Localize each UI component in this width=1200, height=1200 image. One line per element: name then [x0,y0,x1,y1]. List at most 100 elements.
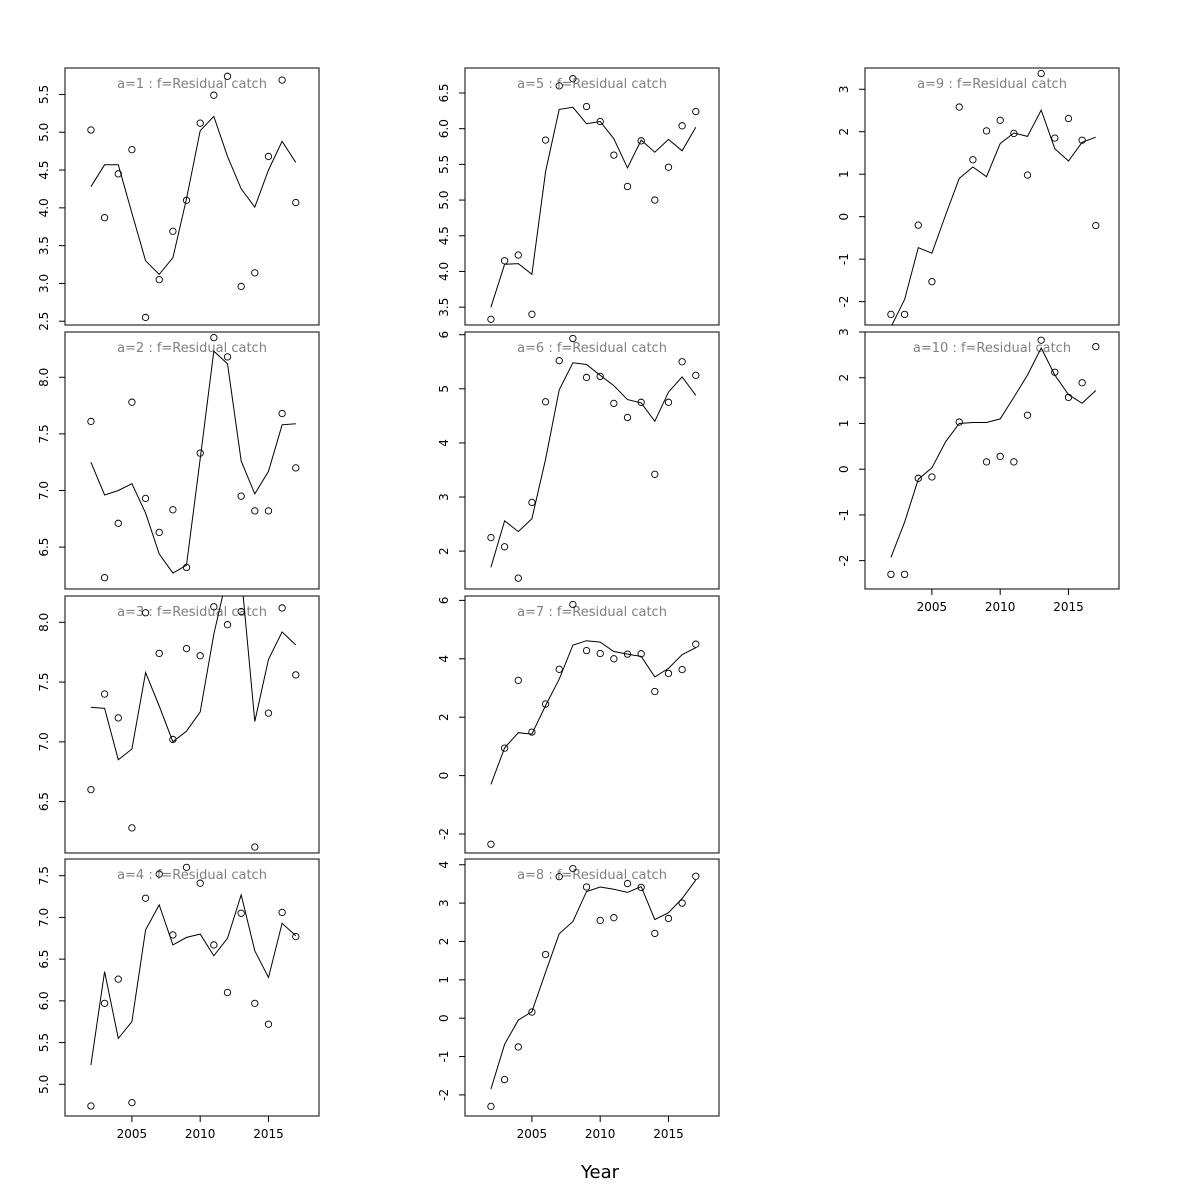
x-tick-label: 2005 [117,1127,148,1141]
y-tick-label: 7.5 [37,424,51,443]
data-point [1010,458,1018,466]
y-tick-label: 2 [437,547,451,555]
y-tick-label: 7.0 [37,732,51,751]
data-point [1037,69,1045,78]
data-point [155,870,163,878]
data-point [223,621,232,629]
y-tick-label: 4.0 [37,198,51,217]
data-point [651,196,659,204]
data-point [692,640,700,648]
y-tick-label: 5 [437,385,451,393]
data-point [487,315,495,323]
fitted-line [490,879,697,1090]
y-tick-label: -2 [837,296,851,308]
data-point [528,728,536,736]
panel-frame [64,67,320,326]
data-point [128,398,136,406]
data-point [1023,171,1032,179]
data-point [541,398,550,406]
data-point [528,498,536,507]
data-point [678,899,686,907]
data-point [900,310,909,319]
data-point [914,474,922,482]
data-point [500,257,509,265]
data-point [100,690,109,698]
fitted-line [490,362,697,568]
data-point [596,916,604,925]
data-point [169,506,177,514]
data-point [182,563,191,572]
data-point [292,464,300,472]
y-tick-label: 6.5 [37,538,51,557]
data-point [637,398,645,406]
y-tick-label: 7.5 [37,673,51,692]
y-tick-label: 2 [837,374,851,382]
data-point [196,879,204,887]
data-point [292,671,300,679]
data-point [678,122,686,130]
data-point [996,452,1004,461]
data-point [264,1020,273,1028]
data-point [541,136,550,144]
y-tick-label: 5.5 [37,85,51,104]
data-point [155,275,163,284]
data-point [969,156,977,164]
data-point [637,650,645,658]
y-tick-label: 2 [437,713,451,721]
data-point [514,574,522,582]
panel-3: 6.5 7.0 7.5 8.0 a=3 : f=Residual catch [37,595,320,854]
data-point [692,872,700,880]
data-point [264,507,273,515]
y-tick-label: 6.5 [37,792,51,811]
y-tick-label: 3.5 [437,298,451,317]
panel-title: a=3 : f=Residual catch [117,605,267,620]
data-point [251,843,259,851]
data-point [569,864,577,873]
data-point [114,170,122,178]
data-point [996,116,1004,124]
data-point [128,824,136,832]
panel-frame [64,331,320,590]
y-tick-label: 1 [837,170,851,178]
y-tick-label: 0 [437,1014,451,1022]
data-point [651,687,659,696]
data-point [87,1102,95,1110]
y-tick-label: 5.0 [37,1075,51,1094]
data-point [487,1102,495,1111]
panel-10: -2 -1 0 1 2 3 2005 2010 2015 a=10 : f=Residual ca… [837,328,1120,614]
y-tick-label: 2.5 [37,312,51,331]
y-tick-label: 6.5 [37,950,51,969]
data-point [928,473,936,481]
y-tick-label: -1 [837,253,851,265]
data-point [610,655,618,663]
data-point [514,251,522,259]
data-point [87,417,95,426]
y-tick-label: 8.0 [37,368,51,387]
panel-6: 2 3 4 5 6 a=6 : f=Residual catch [437,331,720,590]
data-point [100,574,109,582]
data-point [623,879,632,888]
data-point [278,409,286,418]
data-point [596,372,604,381]
fitted-line [90,893,297,1066]
y-tick-label: 2 [837,128,851,136]
data-point [582,883,591,891]
data-point [210,941,218,949]
data-point [651,929,659,938]
data-point [582,646,591,655]
y-tick-label: 6 [437,331,451,339]
y-tick-label: 5.5 [437,155,451,174]
data-point [251,999,259,1008]
panels-layer: 2.5 3.0 3.5 4.0 4.5 5.0 5.5 a=1 : f=Residual ca… [37,67,1120,1141]
data-point [555,82,563,90]
data-point [1037,336,1045,344]
y-tick-label: 5.5 [37,1033,51,1052]
panel-frame [464,67,720,326]
x-tick-label: 2010 [585,1127,616,1141]
data-point [155,649,163,658]
y-tick-label: 7.5 [37,866,51,885]
data-point [569,600,577,609]
panel-frame [464,595,720,854]
data-point [128,145,136,154]
y-tick-label: 6.5 [437,83,451,102]
